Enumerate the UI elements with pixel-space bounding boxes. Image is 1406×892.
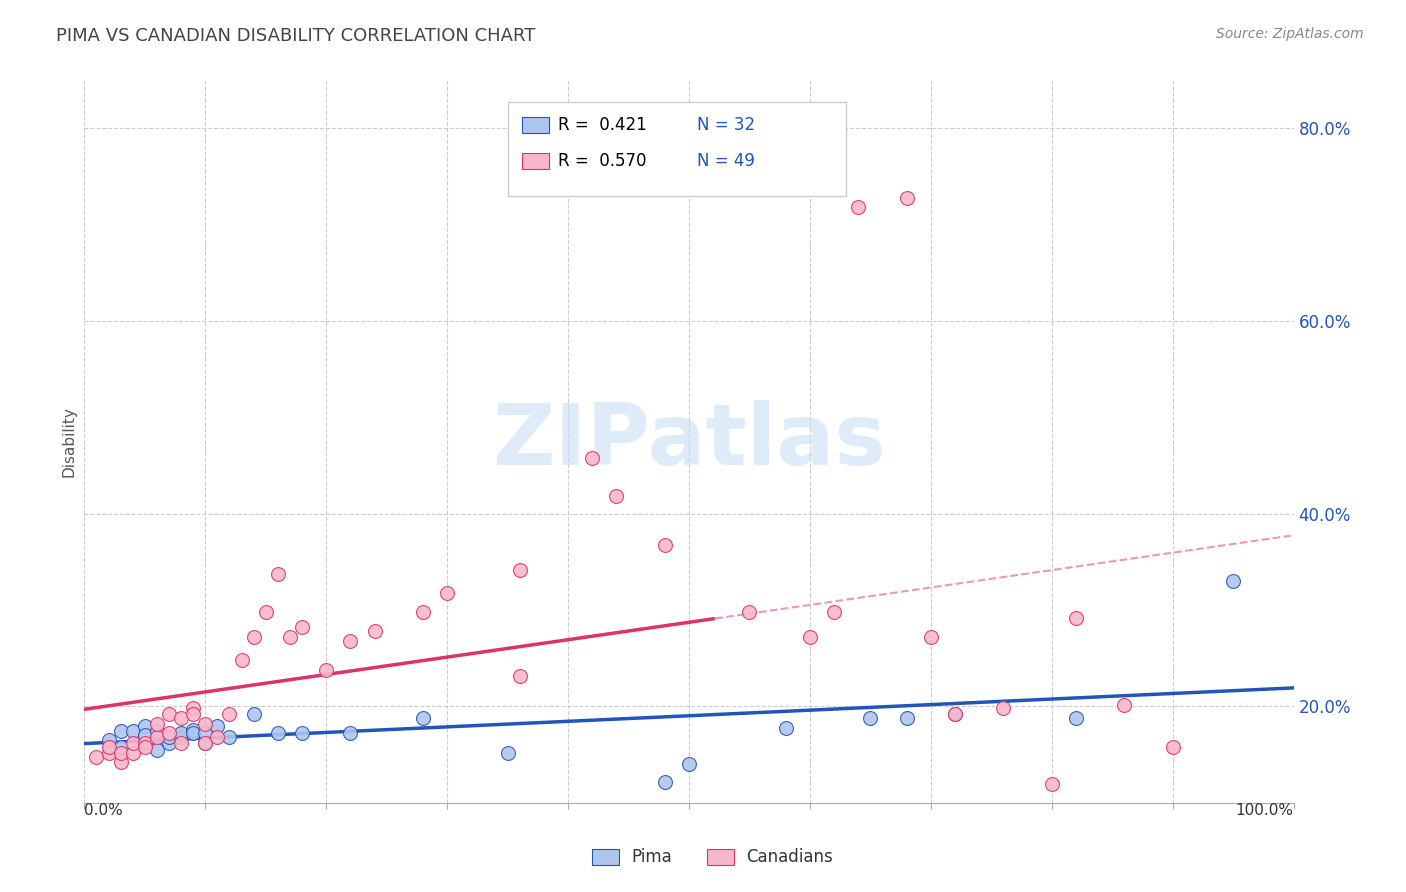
Point [97,739,120,754]
Point [146,743,169,757]
Point [738,605,761,619]
Text: N = 49: N = 49 [697,153,755,170]
Point [254,605,277,619]
Point [509,668,531,682]
Point [993,701,1015,715]
FancyBboxPatch shape [522,117,548,133]
Text: 0.0%: 0.0% [84,803,124,818]
Point [157,707,180,722]
Point [97,746,120,760]
Point [194,736,217,750]
Text: N = 32: N = 32 [697,116,755,134]
Point [1222,574,1244,589]
Point [181,701,204,715]
FancyBboxPatch shape [508,102,846,196]
Point [412,711,434,725]
Text: Source: ZipAtlas.com: Source: ZipAtlas.com [1216,27,1364,41]
Text: PIMA VS CANADIAN DISABILITY CORRELATION CHART: PIMA VS CANADIAN DISABILITY CORRELATION … [56,27,536,45]
Point [207,731,229,745]
Point [170,736,193,750]
Point [242,707,264,722]
Point [194,716,217,731]
Point [278,630,301,644]
Point [267,566,290,581]
Point [654,538,676,552]
Point [1161,739,1184,754]
Point [157,726,180,740]
Point [859,711,882,725]
Point [121,723,143,738]
Point [291,726,314,740]
Point [339,726,361,740]
Point [339,634,361,648]
Point [134,736,156,750]
Text: Canadians: Canadians [745,848,832,866]
Point [496,746,519,760]
Point [194,726,217,740]
Point [363,624,385,639]
Point [110,746,132,760]
Text: R =  0.570: R = 0.570 [558,153,647,170]
Point [943,707,966,722]
Point [218,731,240,745]
FancyBboxPatch shape [522,153,548,169]
Point [242,630,264,644]
Point [943,707,966,722]
Point [170,711,193,725]
Point [920,630,942,644]
Point [896,191,918,205]
Point [170,726,193,740]
Point [654,774,676,789]
Point [509,563,531,577]
Point [181,726,204,740]
Point [110,739,132,754]
Point [605,490,627,504]
Point [134,728,156,742]
FancyBboxPatch shape [592,849,619,865]
Point [146,716,169,731]
Point [231,653,253,667]
Point [896,711,918,725]
FancyBboxPatch shape [707,849,734,865]
Text: Pima: Pima [631,848,672,866]
Point [218,707,240,722]
Point [678,757,700,772]
Point [86,749,108,764]
Point [121,736,143,750]
Y-axis label: Disability: Disability [60,406,76,477]
Point [1064,611,1087,625]
Text: R =  0.421: R = 0.421 [558,116,647,134]
Point [412,605,434,619]
Point [315,663,337,677]
Point [194,736,217,750]
Point [1064,711,1087,725]
Point [181,723,204,737]
Point [170,731,193,745]
Point [267,726,290,740]
Point [1040,776,1063,790]
Point [823,605,845,619]
Point [207,719,229,733]
Point [157,731,180,745]
Point [121,746,143,760]
Point [134,719,156,733]
Text: ZIPatlas: ZIPatlas [492,400,886,483]
Point [146,731,169,745]
Text: 100.0%: 100.0% [1236,803,1294,818]
Point [846,201,869,215]
Point [157,736,180,750]
Point [146,723,169,738]
Point [110,756,132,770]
Point [291,620,314,634]
Point [134,739,156,754]
Point [110,723,132,738]
Point [581,450,603,465]
Point [181,707,204,722]
Point [97,733,120,747]
Point [775,721,797,735]
Point [799,630,821,644]
Point [436,586,458,600]
Point [1114,698,1136,712]
